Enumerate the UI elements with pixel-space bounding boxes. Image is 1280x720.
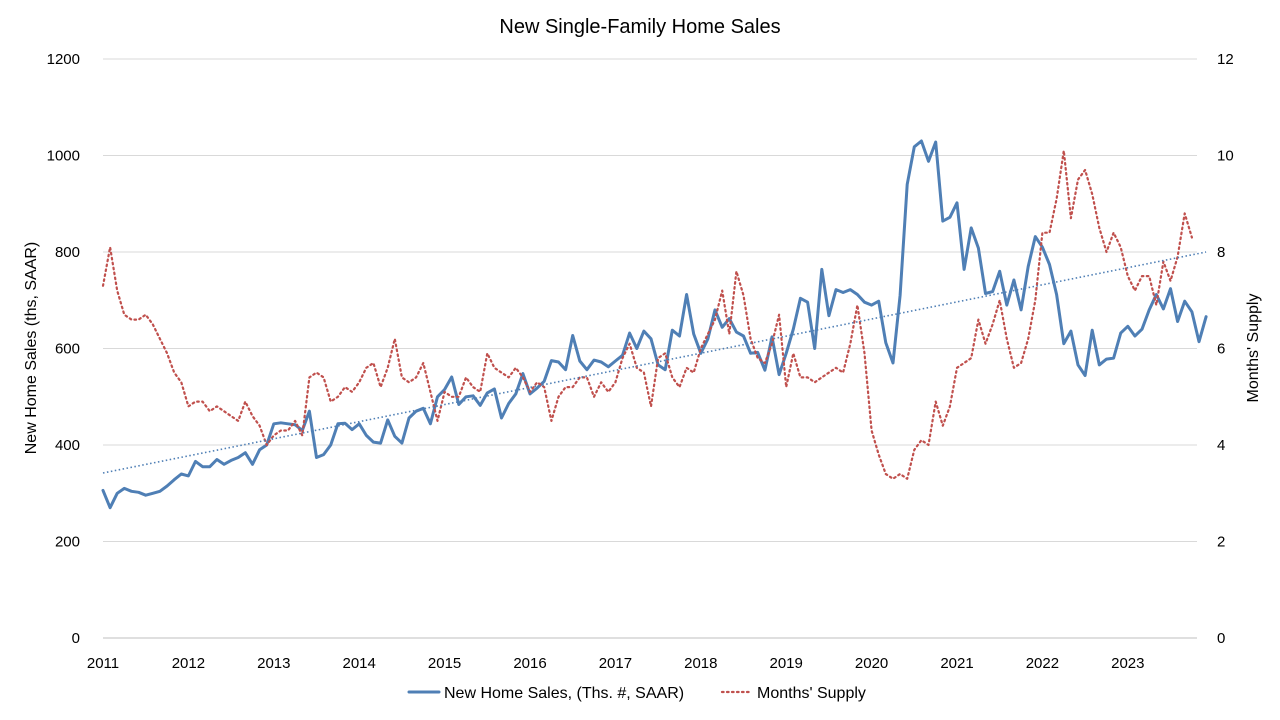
- trendline: [102, 251, 1207, 474]
- left-tick-label: 400: [55, 437, 80, 454]
- months-supply-line: [101, 149, 1194, 480]
- left-tick-label: 1000: [47, 148, 80, 165]
- left-y-axis: 0 200 400 600 800 1000 1200: [47, 51, 80, 647]
- legend-label: Months' Supply: [757, 685, 866, 702]
- x-axis: 2011 2012 2013 2014 2015 2016 2017 2018 2019 2020…: [87, 655, 1145, 672]
- legend-item-months-supply: Months' Supply: [720, 685, 866, 702]
- right-tick-label: 6: [1217, 341, 1225, 358]
- x-tick-label: 2023: [1111, 655, 1144, 672]
- left-tick-label: 1200: [47, 51, 80, 68]
- gridlines: [103, 58, 1197, 639]
- right-tick-label: 8: [1217, 244, 1225, 261]
- left-tick-label: 800: [55, 244, 80, 261]
- left-tick-label: 0: [72, 630, 80, 647]
- new-home-sales-line: [101, 139, 1208, 510]
- x-tick-label: 2014: [343, 655, 376, 672]
- x-tick-label: 2018: [684, 655, 717, 672]
- x-tick-label: 2013: [257, 655, 290, 672]
- x-tick-label: 2017: [599, 655, 632, 672]
- x-tick-label: 2011: [87, 655, 119, 672]
- right-tick-label: 0: [1217, 630, 1225, 647]
- x-tick-label: 2022: [1026, 655, 1059, 672]
- x-tick-label: 2016: [513, 655, 546, 672]
- left-axis-title: New Home Sales (ths, SAAR): [23, 242, 40, 455]
- right-tick-label: 10: [1217, 148, 1234, 165]
- left-tick-label: 600: [55, 341, 80, 358]
- legend-item-new-home-sales: New Home Sales, (Ths. #, SAAR): [407, 685, 684, 702]
- left-tick-label: 200: [55, 534, 80, 551]
- legend-label: New Home Sales, (Ths. #, SAAR): [444, 685, 684, 702]
- x-tick-label: 2012: [172, 655, 205, 672]
- right-axis-title: Months' Supply: [1245, 294, 1262, 403]
- series-lines: [101, 139, 1208, 510]
- chart-title: New Single-Family Home Sales: [499, 16, 780, 38]
- right-tick-label: 2: [1217, 534, 1225, 551]
- x-tick-label: 2019: [770, 655, 803, 672]
- x-tick-label: 2020: [855, 655, 888, 672]
- right-tick-label: 4: [1217, 437, 1225, 454]
- right-tick-label: 12: [1217, 51, 1234, 68]
- x-tick-label: 2021: [940, 655, 973, 672]
- legend: New Home Sales, (Ths. #, SAAR) Months' Su…: [407, 685, 866, 702]
- x-tick-label: 2015: [428, 655, 461, 672]
- right-y-axis: 0 2 4 6 8 10 12: [1217, 51, 1234, 647]
